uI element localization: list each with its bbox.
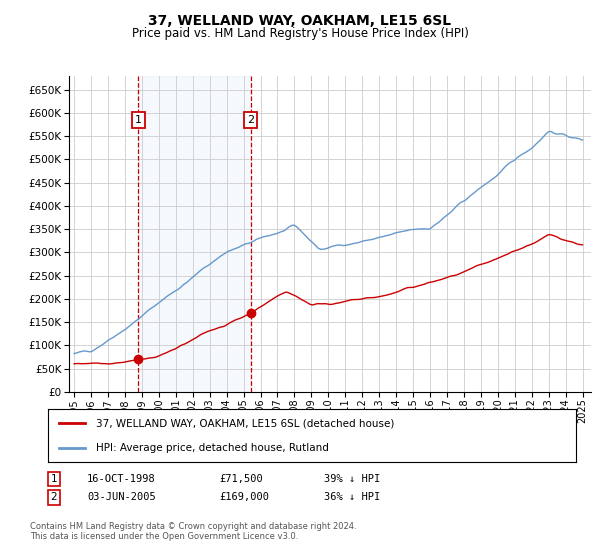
Text: 2: 2 (50, 492, 58, 502)
Text: 37, WELLAND WAY, OAKHAM, LE15 6SL: 37, WELLAND WAY, OAKHAM, LE15 6SL (148, 14, 452, 28)
Text: Contains HM Land Registry data © Crown copyright and database right 2024.
This d: Contains HM Land Registry data © Crown c… (30, 522, 356, 542)
Text: 1: 1 (135, 115, 142, 125)
Text: 2: 2 (247, 115, 254, 125)
Text: 37, WELLAND WAY, OAKHAM, LE15 6SL (detached house): 37, WELLAND WAY, OAKHAM, LE15 6SL (detac… (95, 418, 394, 428)
Text: £169,000: £169,000 (219, 492, 269, 502)
Text: 36% ↓ HPI: 36% ↓ HPI (324, 492, 380, 502)
Text: £71,500: £71,500 (219, 474, 263, 484)
Text: Price paid vs. HM Land Registry's House Price Index (HPI): Price paid vs. HM Land Registry's House … (131, 27, 469, 40)
Text: 39% ↓ HPI: 39% ↓ HPI (324, 474, 380, 484)
Text: 03-JUN-2005: 03-JUN-2005 (87, 492, 156, 502)
Bar (139, 76, 251, 392)
Text: 16-OCT-1998: 16-OCT-1998 (87, 474, 156, 484)
Text: 1: 1 (50, 474, 58, 484)
Text: HPI: Average price, detached house, Rutland: HPI: Average price, detached house, Rutl… (95, 442, 328, 452)
